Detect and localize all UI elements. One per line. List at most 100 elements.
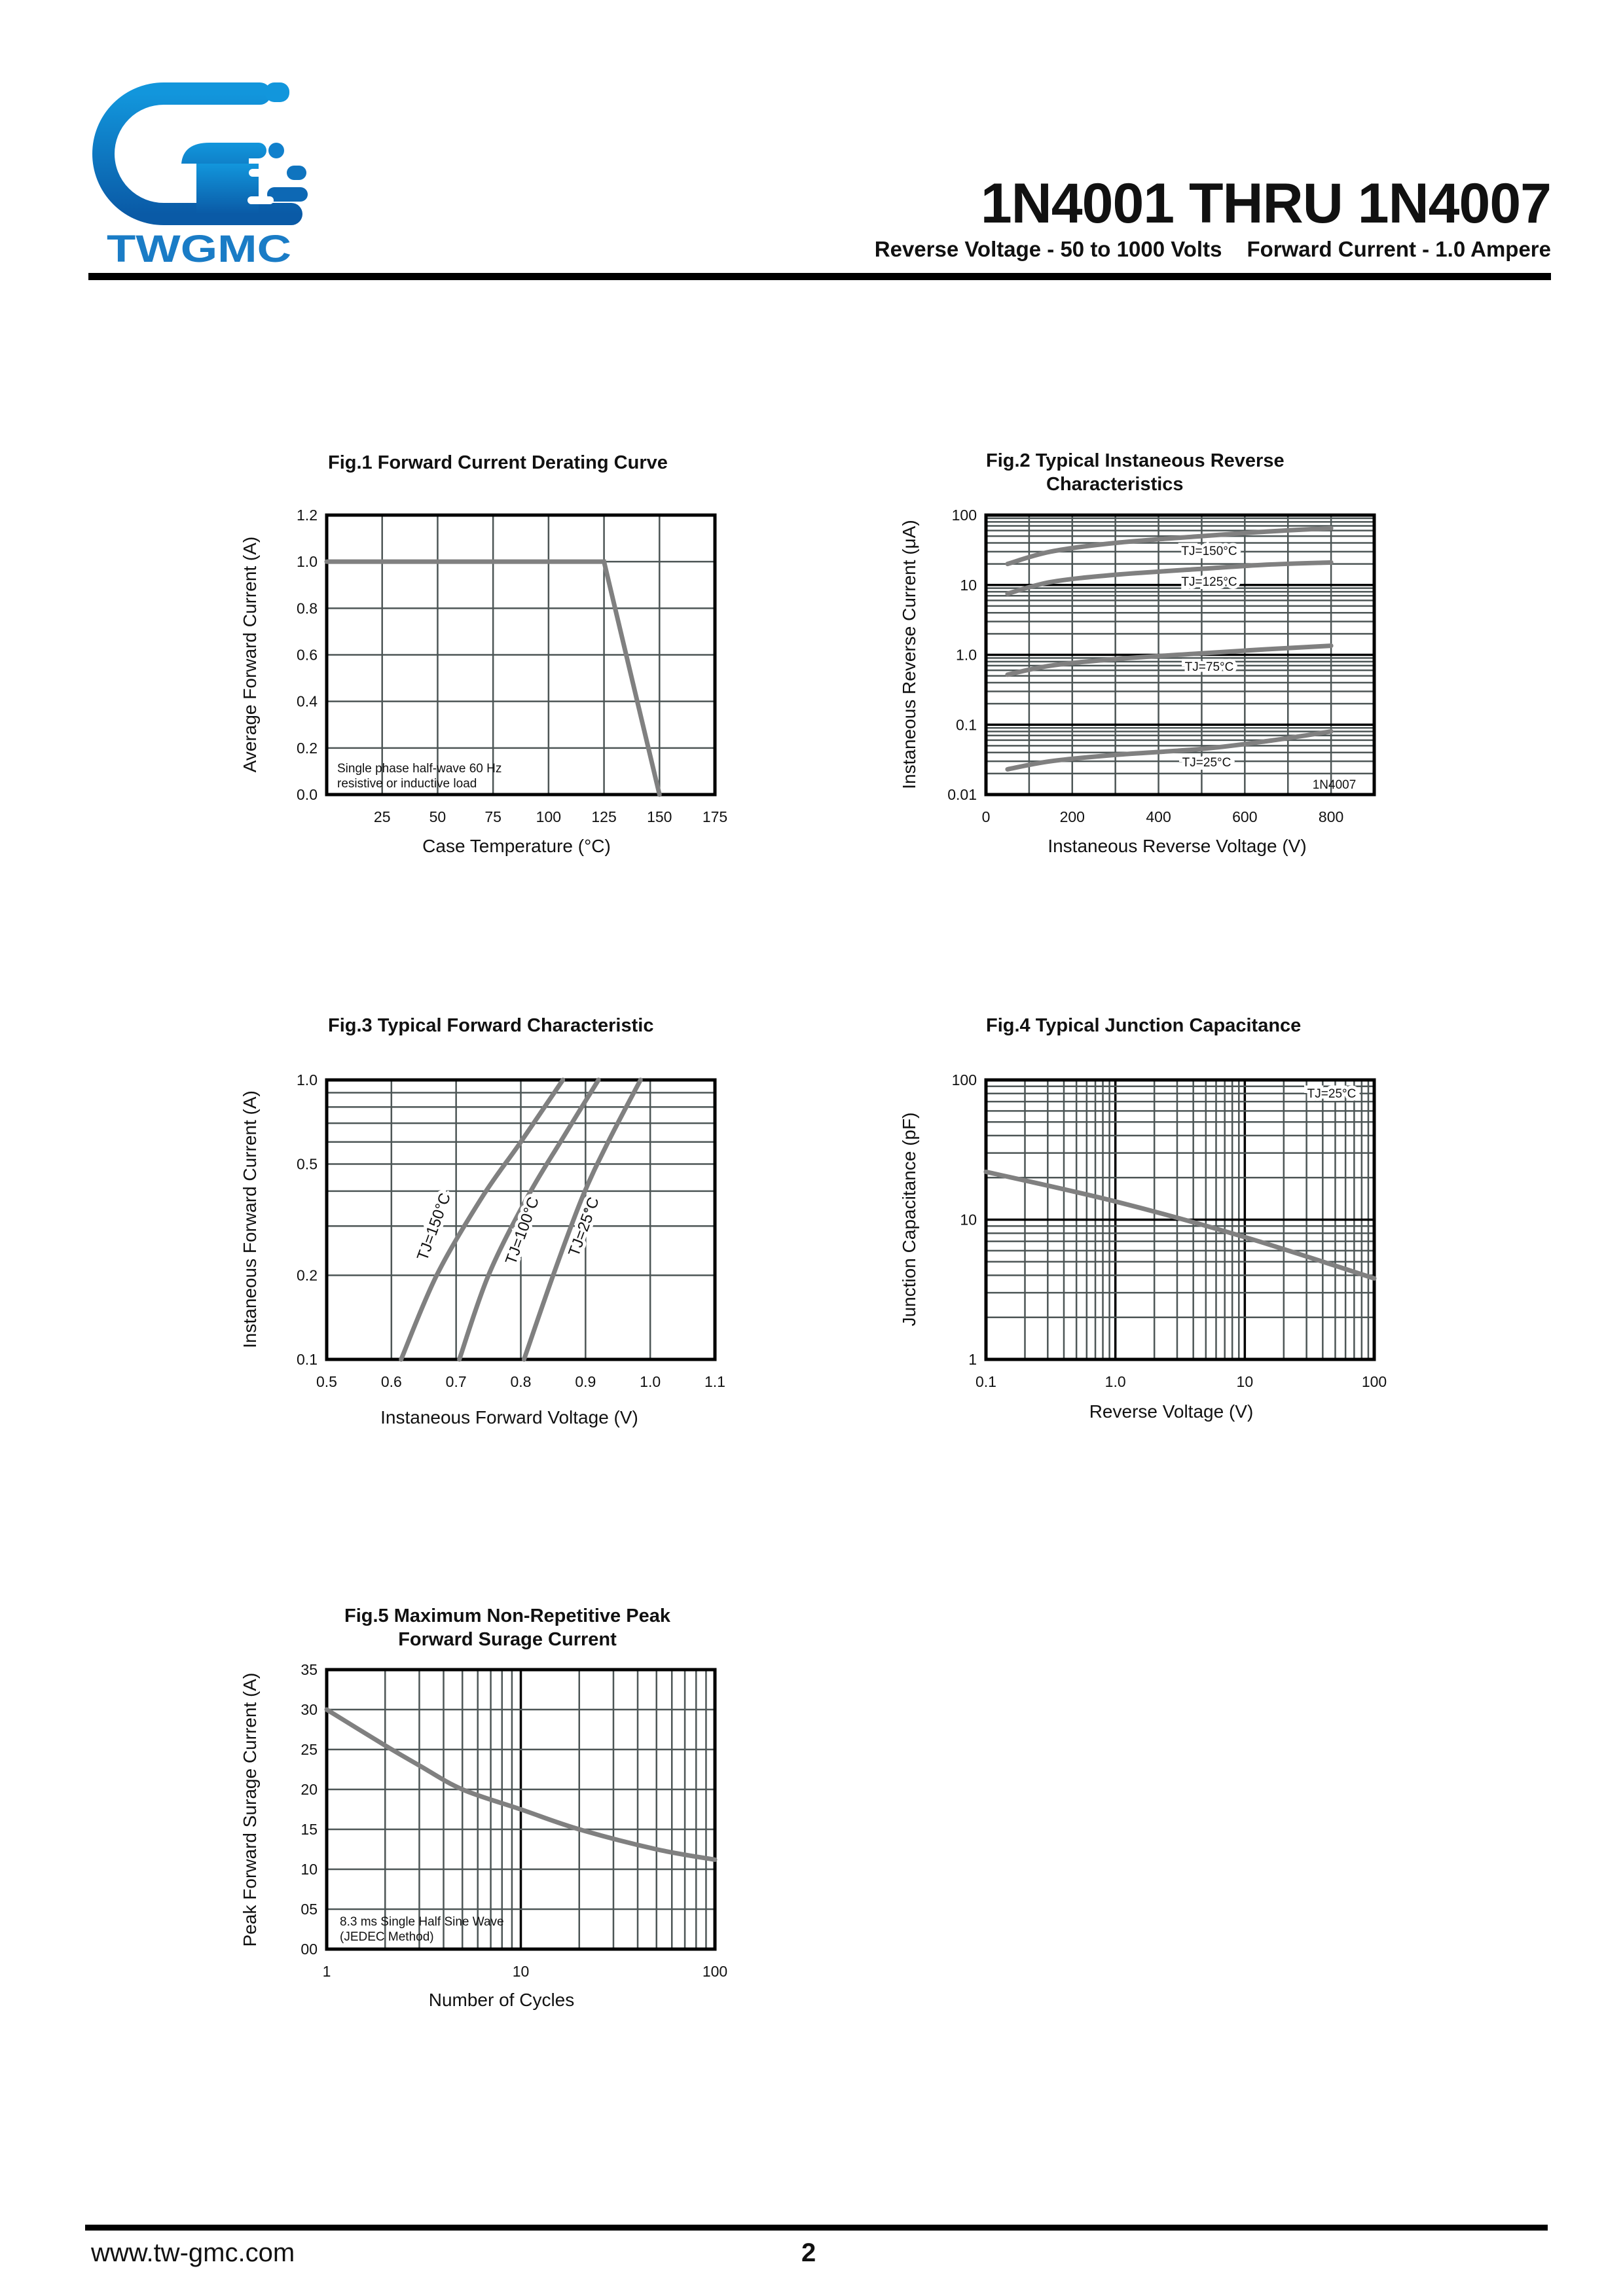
plot-frame [325, 1078, 717, 1361]
chart-note: 1N4007 [1313, 778, 1357, 792]
series-label: TJ=150°C [1181, 545, 1237, 558]
x-tick-label: 100 [536, 808, 561, 825]
y-tick-label: 0.1 [297, 1351, 318, 1368]
y-tick-label: 0.6 [297, 647, 318, 664]
chart-note: Single phase half-wave 60 Hz [337, 762, 501, 776]
y-tick-label: 0.1 [956, 716, 977, 733]
plot-frame [984, 513, 1376, 797]
series-label: TJ=75°C [1185, 660, 1234, 674]
part-title: 1N4001 THRU 1N4007 [980, 172, 1552, 235]
x-axis-label: Reverse Voltage (V) [1089, 1401, 1254, 1422]
series-curve [324, 559, 662, 797]
chart-note: 8.3 ms Single Half Sine Wave [340, 1915, 504, 1929]
y-tick-label: 10 [960, 577, 977, 594]
x-tick-label: 100 [702, 1963, 727, 1980]
chart-fig2: TJ=150°C TJ=125°C TJ=75°C TJ=25°C 0 200 400 600… [899, 450, 1376, 856]
y-tick-label: 10 [301, 1861, 318, 1878]
x-tick-label: 400 [1146, 808, 1171, 825]
series-curve [1005, 526, 1334, 567]
x-tick-label: 800 [1319, 808, 1343, 825]
y-tick-label: 1.2 [297, 507, 318, 524]
x-tick-label: 10 [1237, 1373, 1254, 1390]
y-axis-label: Peak Forward Surage Current (A) [240, 1673, 260, 1947]
chart-note: (JEDEC Method) [340, 1930, 434, 1944]
chart-title: Forward Surage Current [398, 1629, 617, 1650]
chart-note: resistive or inductive load [337, 777, 477, 791]
y-axis-label: Junction Capacitance (pF) [899, 1113, 919, 1327]
chart-title: Fig.5 Maximum Non-Repetitive Peak [344, 1605, 671, 1626]
x-tick-label: 175 [702, 808, 727, 825]
y-tick-label: 1.0 [297, 1071, 318, 1088]
twgmc-logo: TWGMC [92, 82, 308, 270]
x-tick-label: 75 [484, 808, 501, 825]
x-axis-label: Instaneous Forward Voltage (V) [380, 1407, 638, 1427]
x-tick-label: 125 [591, 808, 616, 825]
series-curve [1005, 560, 1334, 596]
y-tick-label: 0.8 [297, 600, 318, 617]
y-axis-label: Average Forward Current (A) [240, 537, 260, 773]
y-tick-label: 0.2 [297, 1266, 318, 1283]
forward-current-rating: Forward Current - 1.0 Ampere [1247, 237, 1551, 261]
y-tick-label: 0.5 [297, 1156, 318, 1173]
plot-frame [325, 1668, 717, 1951]
y-tick-label: 20 [301, 1781, 318, 1798]
x-tick-label: 1 [323, 1963, 331, 1980]
chart-title: Fig.1 Forward Current Derating Curve [328, 452, 668, 473]
chart-fig4: TJ=25°C 0.1 1.0 10 100 1 10 100 Fig.4 Typical Ju… [899, 1015, 1387, 1422]
x-tick-label: 0.5 [316, 1373, 337, 1390]
x-tick-label: 1.1 [704, 1373, 725, 1390]
series-curve [324, 1707, 718, 1862]
x-tick-label: 200 [1060, 808, 1085, 825]
x-tick-label: 0.7 [446, 1373, 467, 1390]
footer-rule [85, 2225, 1548, 2231]
plot-frame [984, 1078, 1376, 1361]
x-tick-label: 25 [374, 808, 391, 825]
series-curve [457, 1077, 601, 1362]
y-tick-label: 0.4 [297, 693, 318, 710]
x-tick-label: 10 [513, 1963, 530, 1980]
x-tick-label: 0.9 [575, 1373, 596, 1390]
ratings-subtitle: Reverse Voltage - 50 to 1000 Volts Forwar… [875, 237, 1551, 262]
y-axis-label: Instaneous Reverse Current (μA) [899, 520, 919, 789]
y-tick-label: 35 [301, 1661, 318, 1678]
x-tick-label: 100 [1362, 1373, 1387, 1390]
x-tick-label: 1.0 [1105, 1373, 1126, 1390]
x-axis-label: Number of Cycles [429, 1990, 575, 2010]
y-tick-label: 0.01 [947, 786, 977, 803]
chart-title: Fig.4 Typical Junction Capacitance [986, 1015, 1301, 1036]
footer-url[interactable]: www.tw-gmc.com [91, 2238, 295, 2267]
series-curve [1005, 643, 1334, 677]
y-tick-label: 1 [968, 1351, 977, 1368]
x-tick-label: 150 [647, 808, 672, 825]
series-label: TJ=125°C [1181, 575, 1237, 589]
x-tick-label: 1.0 [640, 1373, 661, 1390]
y-tick-label: 1.0 [297, 553, 318, 570]
x-tick-label: 50 [429, 808, 447, 825]
series-label: TJ=25°C [1307, 1087, 1357, 1101]
series-label: TJ=25°C [1182, 756, 1231, 770]
chart-title: Fig.3 Typical Forward Characteristic [328, 1015, 653, 1036]
y-tick-label: 00 [301, 1941, 318, 1958]
y-tick-label: 0.2 [297, 740, 318, 757]
chart-title: Fig.2 Typical Instaneous Reverse [986, 450, 1285, 471]
reverse-voltage-rating: Reverse Voltage - 50 to 1000 Volts [874, 237, 1222, 261]
page-number: 2 [801, 2238, 816, 2267]
x-tick-label: 600 [1232, 808, 1257, 825]
x-axis-label: Instaneous Reverse Voltage (V) [1048, 836, 1306, 856]
x-tick-label: 0.1 [976, 1373, 996, 1390]
y-tick-label: 05 [301, 1901, 318, 1918]
y-tick-label: 25 [301, 1741, 318, 1758]
y-tick-label: 30 [301, 1701, 318, 1718]
x-tick-label: 0.6 [381, 1373, 402, 1390]
series-curve [1005, 729, 1334, 772]
chart-fig1: 25 50 75 100 125 150 175 0.0 0.2 0.4 0.6 0.8 1.0 1.2 F… [240, 452, 727, 856]
plot-frame [325, 513, 717, 797]
y-tick-label: 10 [960, 1211, 977, 1229]
y-tick-label: 1.0 [956, 647, 977, 664]
logo-text: TWGMC [107, 228, 291, 270]
y-tick-label: 15 [301, 1821, 318, 1838]
chart-fig3: TJ=150°C TJ=100°C TJ=25°C0.5 0.6 0.7 0.8 0.9 1.… [240, 1015, 725, 1427]
series-curve [983, 1169, 1377, 1281]
x-tick-label: 0 [982, 808, 991, 825]
